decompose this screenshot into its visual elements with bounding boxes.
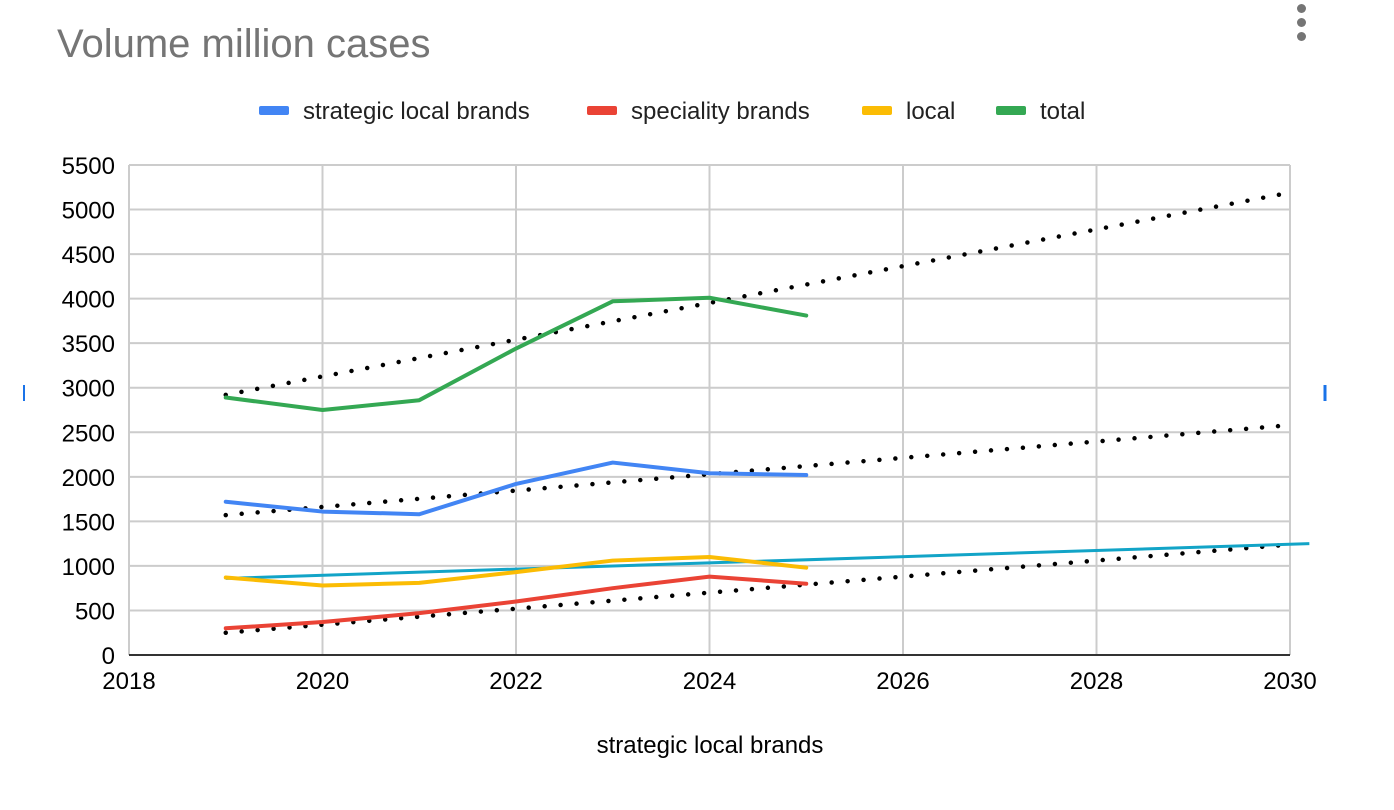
y-tick-label: 2500 [62, 420, 115, 447]
legend-swatch [587, 106, 617, 115]
grid [128, 164, 1291, 655]
x-tick-label: 2028 [1070, 668, 1123, 695]
y-tick-label: 2000 [62, 465, 115, 492]
legend-swatch [259, 106, 289, 115]
legend-swatch [996, 106, 1026, 115]
y-tick-label: 5500 [62, 153, 115, 180]
y-tick-label: 1000 [62, 554, 115, 581]
y-tick-label: 1500 [62, 509, 115, 536]
legend-label: strategic local brands [303, 98, 530, 125]
x-tick-label: 2026 [876, 668, 929, 695]
series-line [223, 295, 809, 412]
legend: strategic local brands speciality brands l… [259, 98, 1085, 125]
axes: 0 500 1000 1500 2000 2500 3000 3500 4000 4500 5000… [62, 153, 1317, 695]
trendline [223, 542, 1293, 635]
x-axis-label: strategic local brands [597, 732, 824, 759]
legend-label: speciality brands [631, 98, 810, 125]
y-tick-label: 4500 [62, 242, 115, 269]
trendlines [223, 190, 1310, 635]
menu-dot [1296, 17, 1306, 27]
x-tick-label: 2022 [489, 668, 542, 695]
y-tick-label: 3500 [62, 331, 115, 358]
x-tick-label: 2020 [296, 668, 349, 695]
trendline [223, 422, 1293, 518]
chart-title: Volume million cases [57, 22, 431, 66]
menu-dot [1296, 31, 1306, 41]
legend-label: total [1040, 98, 1085, 125]
y-tick-label: 3000 [62, 376, 115, 403]
legend-label: local [906, 98, 955, 125]
menu-dot [1296, 3, 1306, 13]
trendline [225, 542, 1310, 580]
series-line [223, 574, 809, 631]
legend-swatch [862, 106, 892, 115]
y-tick-label: 0 [102, 643, 115, 670]
x-tick-label: 2024 [683, 668, 736, 695]
y-tick-label: 500 [75, 598, 115, 625]
x-tick-label: 2018 [102, 668, 155, 695]
y-tick-label: 4000 [62, 287, 115, 314]
series-line [223, 555, 809, 588]
more-options-icon[interactable] [1288, 2, 1314, 42]
trendline [223, 190, 1293, 398]
y-tick-label: 5000 [62, 198, 115, 225]
x-tick-label: 2030 [1263, 668, 1316, 695]
series-line [223, 460, 809, 517]
series-lines [223, 295, 809, 631]
